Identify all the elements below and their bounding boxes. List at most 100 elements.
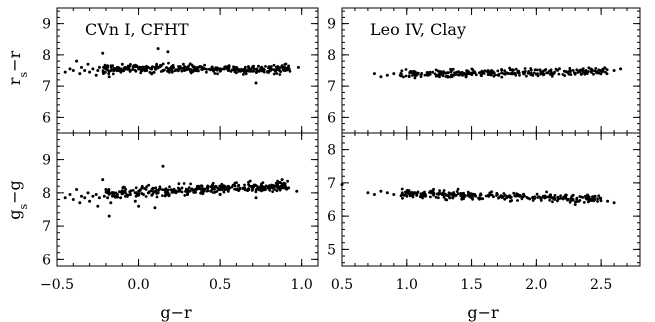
data-point: [222, 186, 225, 190]
data-point: [147, 183, 151, 187]
data-point: [474, 73, 478, 77]
data-point: [437, 73, 441, 76]
data-point: [191, 65, 195, 69]
data-point: [405, 194, 409, 198]
data-point: [464, 75, 468, 78]
data-point: [599, 199, 603, 202]
data-point: [202, 189, 206, 193]
data-point: [63, 196, 67, 200]
data-point: [385, 191, 389, 195]
data-point: [540, 71, 544, 75]
data-point: [115, 65, 119, 69]
data-point: [168, 185, 171, 189]
data-point: [197, 69, 200, 73]
data-point: [80, 194, 83, 198]
data-point: [288, 69, 292, 73]
data-point: [465, 72, 468, 76]
data-point: [169, 65, 173, 69]
data-point: [144, 188, 148, 191]
ylabel-bottom: gs−g: [5, 180, 30, 220]
data-point: [496, 193, 499, 196]
data-point: [462, 196, 465, 199]
data-point: [612, 69, 616, 72]
data-point: [467, 193, 471, 197]
data-point: [497, 74, 501, 77]
data-point: [535, 68, 539, 72]
data-point: [558, 67, 561, 71]
data-point: [268, 188, 272, 192]
data-point: [582, 201, 586, 204]
data-point: [246, 189, 250, 193]
data-point: [189, 71, 193, 75]
data-point: [154, 189, 157, 193]
data-point: [480, 71, 483, 75]
data-point: [102, 194, 106, 198]
data-point: [569, 69, 572, 72]
data-point: [107, 75, 111, 79]
panel-frame: [341, 132, 641, 267]
data-point: [287, 186, 291, 190]
data-point: [207, 67, 211, 71]
data-point: [508, 194, 512, 198]
data-point: [508, 199, 512, 203]
data-point: [169, 188, 173, 192]
data-point: [109, 69, 113, 72]
data-point: [83, 196, 87, 200]
x-tick-label: 0.0: [127, 277, 149, 293]
data-point: [589, 67, 593, 71]
data-point: [161, 62, 165, 66]
x-tick-label: 1.5: [460, 277, 482, 293]
data-point: [248, 179, 252, 183]
data-point: [153, 65, 157, 69]
data-point: [200, 190, 203, 194]
data-point: [86, 191, 90, 195]
data-point: [134, 186, 138, 190]
data-point: [249, 69, 253, 73]
data-point: [571, 198, 575, 202]
data-point: [194, 188, 198, 191]
data-point: [174, 189, 177, 193]
data-point: [225, 66, 229, 70]
data-point: [269, 65, 273, 68]
data-point: [111, 64, 114, 68]
data-point: [442, 195, 446, 199]
data-point: [277, 187, 280, 190]
data-point: [112, 191, 116, 195]
data-point: [278, 66, 282, 70]
data-point: [473, 194, 477, 198]
data-point: [167, 61, 170, 65]
data-point: [516, 194, 520, 198]
data-point: [533, 68, 537, 72]
data-point: [598, 69, 602, 73]
data-point: [549, 68, 553, 72]
data-point: [518, 73, 521, 77]
data-point: [86, 62, 90, 66]
data-point: [532, 71, 536, 75]
data-point: [164, 190, 167, 194]
data-point: [591, 69, 595, 72]
data-point: [155, 195, 159, 199]
data-point: [461, 192, 465, 195]
data-point: [194, 69, 198, 72]
data-point: [133, 69, 137, 72]
data-point: [596, 200, 599, 203]
data-point: [150, 71, 154, 75]
data-point: [603, 66, 607, 70]
data-point: [107, 188, 111, 191]
data-point: [451, 73, 454, 77]
data-point: [159, 63, 162, 67]
data-point: [91, 194, 95, 198]
data-point: [432, 187, 435, 191]
data-point: [182, 66, 185, 70]
data-point: [553, 197, 557, 201]
data-point: [182, 62, 185, 66]
data-point: [203, 187, 207, 191]
data-point: [111, 72, 115, 76]
data-point: [500, 75, 504, 79]
data-point: [139, 71, 143, 75]
data-point: [206, 185, 210, 189]
data-point: [455, 190, 459, 193]
data-point: [184, 189, 188, 193]
data-point: [238, 187, 242, 191]
data-point: [182, 182, 186, 185]
